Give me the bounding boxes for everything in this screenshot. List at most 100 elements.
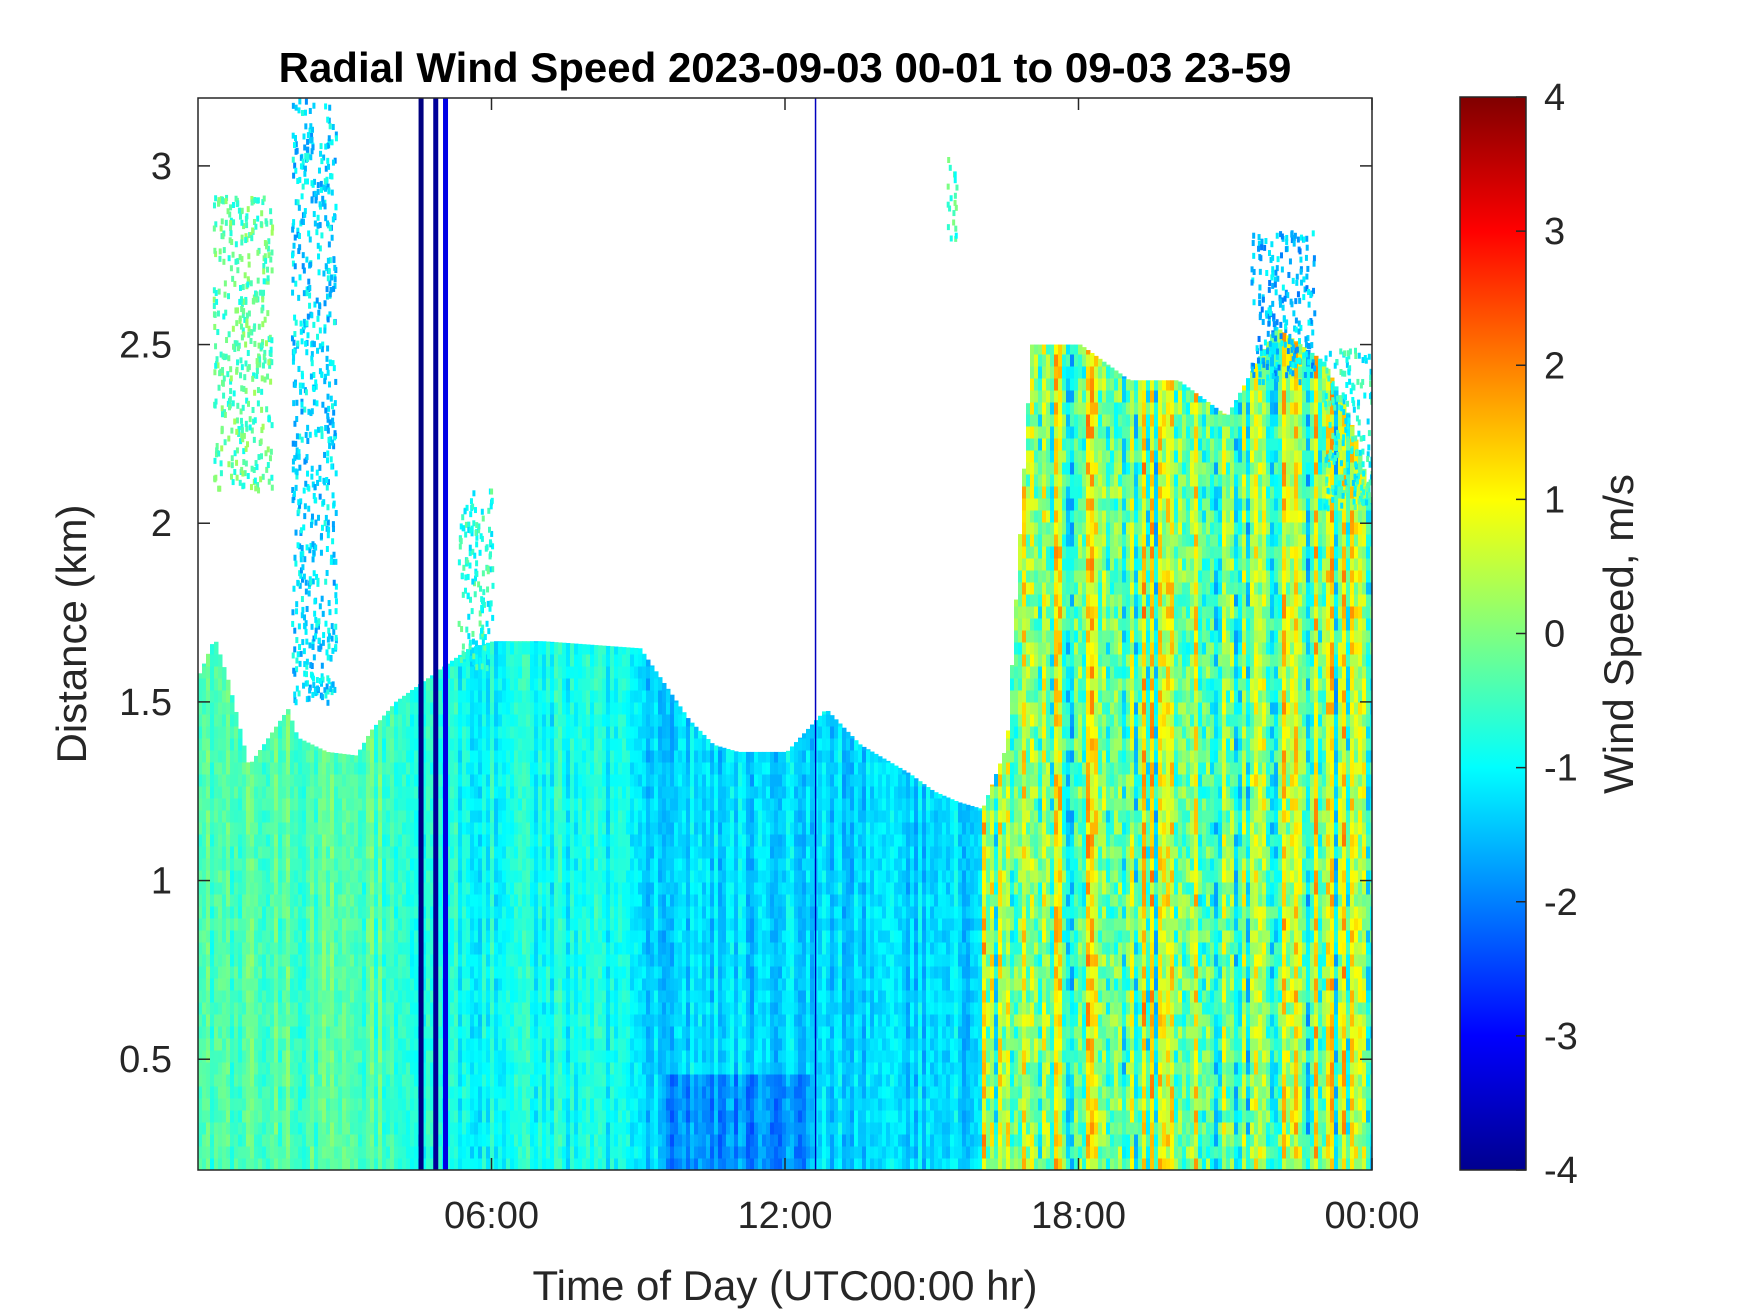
heatmap-cell	[554, 810, 559, 823]
heatmap-cell	[214, 762, 219, 775]
heatmap-cell	[562, 774, 567, 787]
heatmap-cell	[622, 786, 627, 799]
heatmap-cell	[454, 858, 459, 871]
heatmap-cell	[386, 798, 391, 811]
heatmap-cell	[202, 798, 207, 811]
heatmap-cell	[582, 1038, 587, 1051]
heatmap-cell	[610, 906, 615, 919]
heatmap-cell	[650, 1002, 655, 1015]
heatmap-cell	[658, 870, 663, 883]
heatmap-cell	[614, 774, 619, 787]
heatmap-cell	[426, 894, 431, 907]
heatmap-cell	[530, 690, 535, 703]
heatmap-cell	[402, 846, 407, 859]
heatmap-cell	[514, 1014, 519, 1027]
heatmap-cell	[558, 810, 563, 823]
heatmap-cell	[646, 990, 651, 1003]
heatmap-cell	[654, 918, 659, 931]
heatmap-cell	[290, 726, 295, 739]
heatmap-cell	[346, 786, 351, 799]
heatmap-cell	[666, 894, 671, 907]
heatmap-cell	[466, 978, 471, 991]
heatmap-cell	[398, 1146, 403, 1159]
heatmap-cell	[570, 1074, 575, 1087]
heatmap-cell	[514, 894, 519, 907]
heatmap-cell	[238, 1062, 243, 1075]
heatmap-cell	[666, 738, 671, 751]
heatmap-cell	[426, 762, 431, 775]
heatmap-cell	[470, 882, 475, 895]
heatmap-cell	[234, 906, 239, 919]
heatmap-cell	[526, 978, 531, 991]
heatmap-cell	[406, 834, 411, 847]
heatmap-cell	[398, 762, 403, 775]
heatmap-cell	[294, 834, 299, 847]
heatmap-cell	[366, 798, 371, 811]
heatmap-cell	[654, 834, 659, 847]
heatmap-cell	[254, 906, 259, 919]
heatmap-cell	[226, 1122, 231, 1135]
heatmap-cell	[246, 1122, 251, 1135]
heatmap-cell	[330, 1002, 335, 1015]
heatmap-cell	[362, 1158, 367, 1170]
heatmap-cell	[350, 1026, 355, 1039]
heatmap-cell	[670, 990, 675, 1003]
heatmap-cell	[422, 1050, 427, 1063]
heatmap-cell	[510, 1074, 515, 1087]
heatmap-cell	[290, 966, 295, 979]
heatmap-cell	[334, 798, 339, 811]
heatmap-cell	[514, 762, 519, 775]
heatmap-cell	[226, 1086, 231, 1099]
heatmap-cell	[366, 1002, 371, 1015]
heatmap-cell	[378, 1146, 383, 1159]
heatmap-cell	[270, 738, 275, 751]
heatmap-cell	[630, 1050, 635, 1063]
heatmap-cell	[478, 714, 483, 727]
heatmap-cell	[302, 870, 307, 883]
heatmap-cell	[358, 846, 363, 859]
heatmap-cell	[530, 834, 535, 847]
heatmap-cell	[554, 1122, 559, 1135]
heatmap-cell	[530, 846, 535, 859]
heatmap-cell	[266, 1002, 271, 1015]
heatmap-cell	[402, 882, 407, 895]
heatmap-cell	[630, 1110, 635, 1123]
heatmap-cell	[558, 762, 563, 775]
heatmap-cell	[514, 1110, 519, 1123]
heatmap-cell	[530, 870, 535, 883]
heatmap-cell	[314, 1110, 319, 1123]
heatmap-cell	[574, 846, 579, 859]
heatmap-cell	[202, 954, 207, 967]
heatmap-cell	[590, 882, 595, 895]
heatmap-cell	[626, 834, 631, 847]
heatmap-cell	[582, 846, 587, 859]
heatmap-cell	[610, 726, 615, 739]
heatmap-cell	[390, 810, 395, 823]
heatmap-cell	[258, 858, 263, 871]
heatmap-cell	[426, 1098, 431, 1111]
heatmap-cell	[330, 774, 335, 787]
heatmap-cell	[470, 978, 475, 991]
heatmap-cell	[682, 1158, 687, 1170]
heatmap-cell	[514, 942, 519, 955]
heatmap-cell	[498, 834, 503, 847]
heatmap-cell	[390, 954, 395, 967]
heatmap-cell	[378, 1050, 383, 1063]
heatmap-cell	[534, 726, 539, 739]
heatmap-cell	[254, 810, 259, 823]
heatmap-cell	[642, 750, 647, 763]
heatmap-cell	[330, 870, 335, 883]
heatmap-cell	[510, 738, 515, 751]
heatmap-cell	[314, 822, 319, 835]
heatmap-cell	[370, 906, 375, 919]
heatmap-cell	[634, 1122, 639, 1135]
heatmap-cell	[318, 1074, 323, 1087]
heatmap-cell	[214, 641, 219, 643]
heatmap-cell	[502, 846, 507, 859]
heatmap-cell	[562, 942, 567, 955]
heatmap-cell	[678, 906, 683, 919]
heatmap-cell	[578, 774, 583, 787]
heatmap-cell	[278, 990, 283, 1003]
heatmap-cell	[394, 942, 399, 955]
heatmap-cell	[390, 834, 395, 847]
